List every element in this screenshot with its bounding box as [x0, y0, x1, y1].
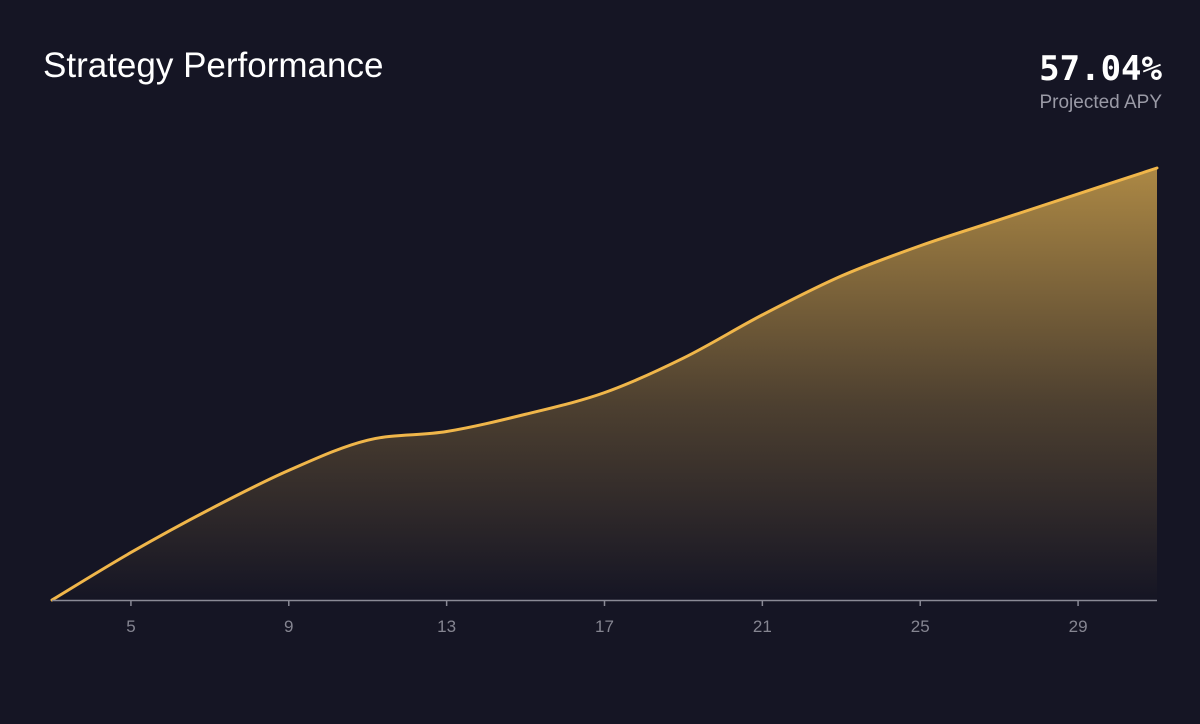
x-tick-label: 25 [911, 617, 930, 636]
apy-value: 57.04% [1039, 49, 1162, 89]
apy-label: Projected APY [1039, 92, 1162, 113]
series-area-fill [52, 168, 1157, 600]
x-tick-label: 21 [753, 617, 772, 636]
apy-summary: 57.04% Projected APY [1039, 49, 1162, 115]
x-tick-label: 9 [284, 617, 293, 636]
chart-title: Strategy Performance [43, 46, 384, 85]
plot-area [50, 166, 1159, 602]
x-tick-label: 17 [595, 617, 614, 636]
x-axis: 5 9 13 17 21 25 29 [52, 599, 1157, 636]
x-tick-label: 13 [437, 617, 456, 636]
x-tick-label: 29 [1069, 617, 1088, 636]
series-line [50, 166, 1159, 602]
x-tick-label: 5 [126, 617, 135, 636]
